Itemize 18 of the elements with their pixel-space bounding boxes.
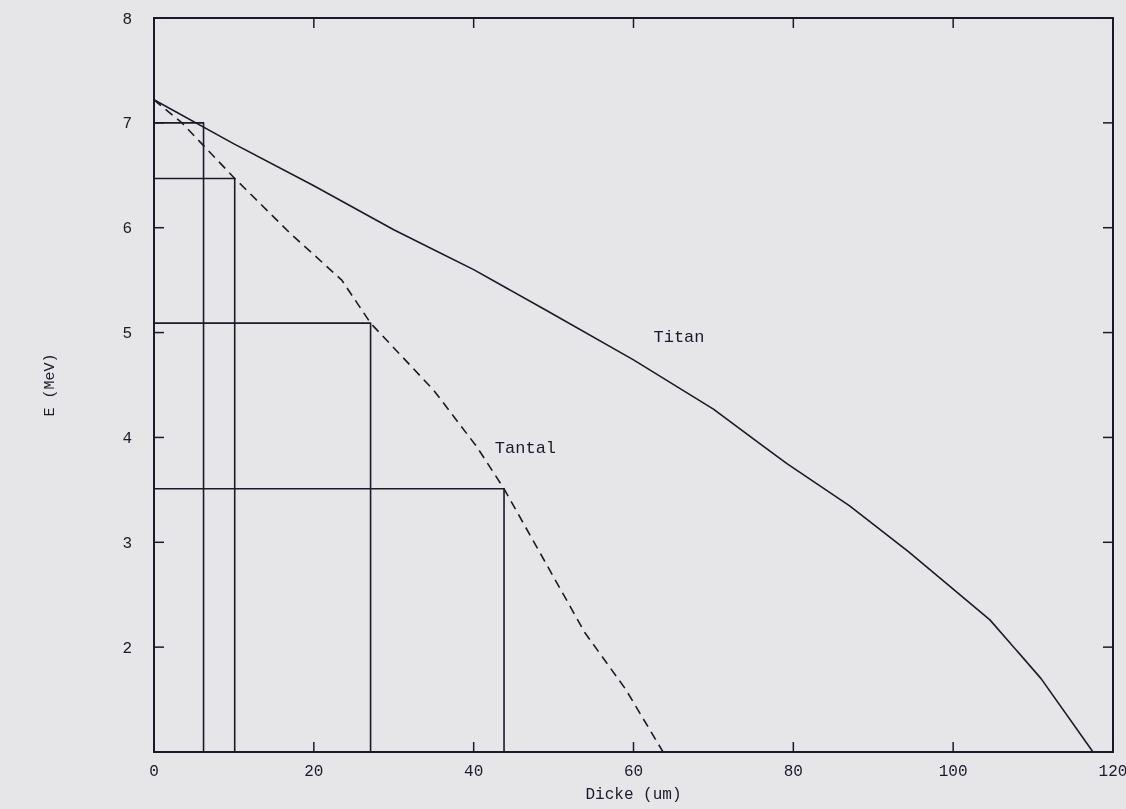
x-tick-label: 100 bbox=[938, 763, 968, 781]
x-tick-label: 0 bbox=[149, 763, 159, 781]
series-label: Titan bbox=[653, 327, 705, 347]
y-tick-label: 5 bbox=[122, 325, 132, 344]
y-tick-label: 2 bbox=[122, 639, 132, 658]
x-tick-label: 120 bbox=[1098, 763, 1126, 781]
y-tick-label: 4 bbox=[122, 430, 132, 449]
y-tick-label: 7 bbox=[122, 115, 132, 134]
x-tick-label: 40 bbox=[464, 763, 484, 781]
y-tick-label: 3 bbox=[122, 534, 132, 553]
x-tick-label: 20 bbox=[304, 763, 324, 781]
y-axis-title: E (MeV) bbox=[42, 353, 59, 417]
x-tick-label: 60 bbox=[623, 763, 644, 781]
x-axis-title: Dicke (um) bbox=[585, 786, 682, 804]
x-tick-label: 80 bbox=[783, 763, 803, 781]
series-label: Tantal bbox=[494, 438, 557, 458]
y-tick-label: 6 bbox=[122, 220, 132, 239]
y-tick-label: 8 bbox=[122, 10, 132, 29]
